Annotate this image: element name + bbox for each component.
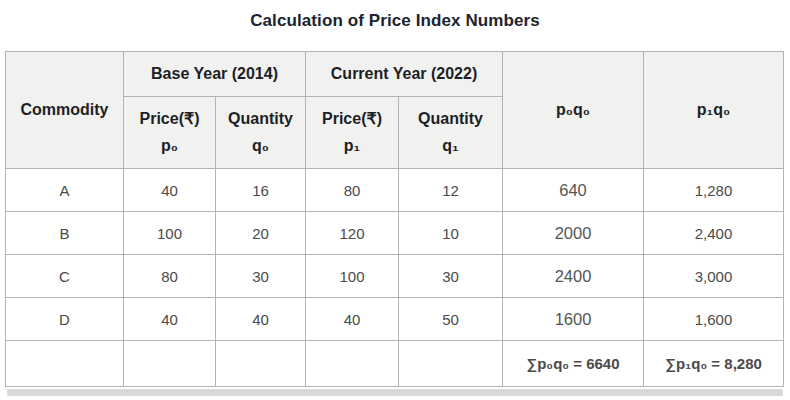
header-price-p1: Price(₹) p₁ [306,97,399,169]
q0-cell: 30 [216,255,306,298]
p1-cell: 80 [306,169,399,212]
p0-cell: 100 [124,212,216,255]
sum-p1q0-cell: ∑p₁q₀ = 8,280 [644,341,784,387]
header-p0q0: p₀q₀ [503,52,644,169]
commodity-cell: C [6,255,124,298]
q1-cell: 10 [399,212,503,255]
page-title: Calculation of Price Index Numbers [0,0,790,31]
p1-cell: 40 [306,298,399,341]
p0q0-cell: 2400 [503,255,644,298]
price-index-table: Commodity Base Year (2014) Current Year … [5,51,784,387]
p0-cell: 80 [124,255,216,298]
p1-cell: 120 [306,212,399,255]
p1q0-cell: 1,600 [644,298,784,341]
table-row-d: D 40 40 40 50 1600 1,600 [6,298,784,341]
q1-cell: 30 [399,255,503,298]
table-row-b: B 100 20 120 10 2000 2,400 [6,212,784,255]
header-quantity-q0: Quantity q₀ [216,97,306,169]
header-price-p1-symbol: p₁ [306,136,398,156]
header-p1q0: p₁q₀ [644,52,784,169]
header-price-p1-label: Price(₹) [306,109,398,129]
empty-cell [216,341,306,387]
header-price-p0-symbol: p₀ [124,136,215,156]
q0-cell: 40 [216,298,306,341]
empty-cell [124,341,216,387]
p1q0-cell: 3,000 [644,255,784,298]
commodity-cell: B [6,212,124,255]
bottom-strip-divider [7,389,783,396]
p0-cell: 40 [124,169,216,212]
commodity-cell: A [6,169,124,212]
table-body: A 40 16 80 12 640 1,280 B 100 20 120 10 … [6,169,784,387]
header-quantity-q0-label: Quantity [216,109,305,129]
p0q0-cell: 1600 [503,298,644,341]
p1-cell: 100 [306,255,399,298]
empty-cell [6,341,124,387]
header-commodity: Commodity [6,52,124,169]
q0-cell: 20 [216,212,306,255]
header-price-p0-label: Price(₹) [124,109,215,129]
empty-cell [306,341,399,387]
table-row-a: A 40 16 80 12 640 1,280 [6,169,784,212]
header-quantity-q1-symbol: q₁ [399,136,502,156]
header-quantity-q1-label: Quantity [399,109,502,129]
p0q0-cell: 640 [503,169,644,212]
header-current-year: Current Year (2022) [306,52,503,97]
table-row-c: C 80 30 100 30 2400 3,000 [6,255,784,298]
p1q0-cell: 1,280 [644,169,784,212]
q0-cell: 16 [216,169,306,212]
p0-cell: 40 [124,298,216,341]
header-base-year: Base Year (2014) [124,52,306,97]
header-row-groups: Commodity Base Year (2014) Current Year … [6,52,784,97]
q1-cell: 12 [399,169,503,212]
empty-cell [399,341,503,387]
p1q0-cell: 2,400 [644,212,784,255]
commodity-cell: D [6,298,124,341]
p0q0-cell: 2000 [503,212,644,255]
header-quantity-q1: Quantity q₁ [399,97,503,169]
totals-row: ∑p₀q₀ = 6640 ∑p₁q₀ = 8,280 [6,341,784,387]
q1-cell: 50 [399,298,503,341]
table-header: Commodity Base Year (2014) Current Year … [6,52,784,169]
sum-p0q0-cell: ∑p₀q₀ = 6640 [503,341,644,387]
header-price-p0: Price(₹) p₀ [124,97,216,169]
header-quantity-q0-symbol: q₀ [216,136,305,156]
